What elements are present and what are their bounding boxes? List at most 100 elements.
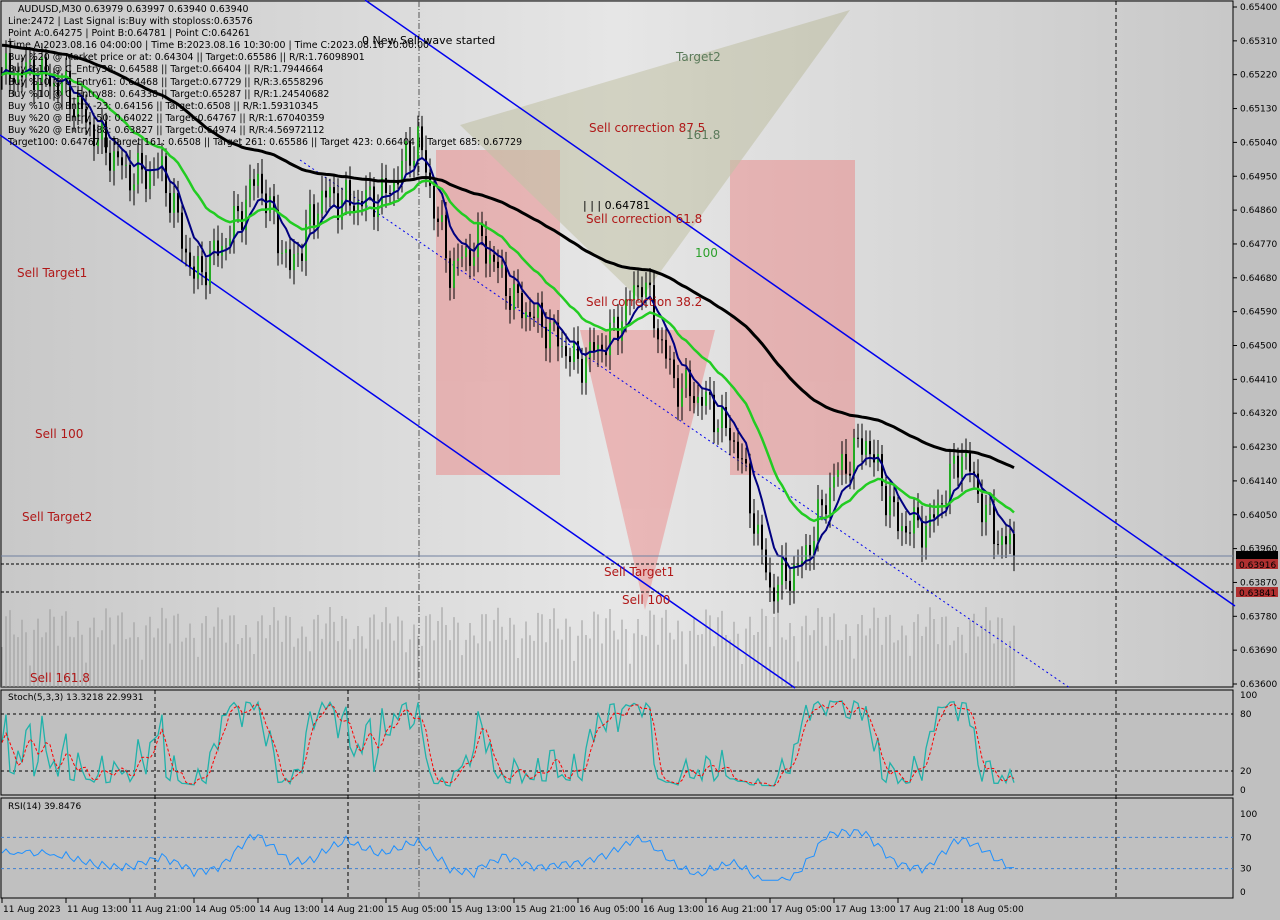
candle-body [649,282,651,286]
candle-body [901,526,903,532]
candle-body [849,473,851,476]
chart-annotation: Sell 161.8 [30,671,90,685]
candle-body [81,95,83,109]
candle-body [653,285,655,329]
candle-body [521,293,523,319]
x-tick-label: 16 Aug 13:00 [643,905,704,915]
candle-body [541,302,543,327]
y-tick-label: 0.65220 [1240,71,1277,81]
candle-body [757,524,759,534]
candle-body [101,121,103,140]
candle-body [185,248,187,253]
candle-body [9,53,11,79]
candle-body [709,391,711,395]
x-tick-label: 17 Aug 13:00 [835,905,896,915]
candle-body [765,549,767,573]
candle-body [933,514,935,518]
candle-body [693,396,695,403]
candle-body [577,341,579,359]
candle-body [297,253,299,255]
candle-body [973,471,975,474]
stoch-tick: 0 [1240,786,1246,796]
candle-body [493,254,495,262]
candle-body [961,456,963,478]
candle-body [953,455,955,464]
candle-body [573,341,575,362]
candle-body [769,572,771,588]
candle-body [217,240,219,256]
candle-body [197,256,199,279]
candle-body [365,189,367,207]
rsi-tick: 100 [1240,810,1257,820]
y-tick-label: 0.64680 [1240,274,1277,284]
candle-body [449,258,451,288]
candle-body [913,507,915,534]
candle-body [169,193,171,213]
candle-body [113,151,115,171]
candle-body [329,187,331,198]
candle-body [349,180,351,206]
candle-body [25,62,27,78]
rsi-label: RSI(14) 39.8476 [8,802,82,812]
candle-body [209,250,211,286]
candle-body [957,455,959,478]
y-tick-label: 0.64500 [1240,342,1277,352]
info-line: Buy %20 @ Entry -50: 0.64022 || Target:0… [8,112,325,124]
candle-body [277,209,279,254]
candle-body [37,82,39,91]
candle-body [97,139,99,147]
candle-body [565,346,567,357]
candle-body [593,342,595,353]
candle-body [45,57,47,76]
candle-body [773,587,775,602]
candle-body [985,504,987,523]
info-line: Buy %20 @ Entry -88: 0.63827 || Target:0… [8,124,325,136]
candle-body [125,164,127,166]
candle-body [553,322,555,324]
candle-body [785,557,787,581]
candle-body [921,520,923,548]
candle-body [605,350,607,356]
candle-body [105,121,107,153]
candle-body [697,396,699,403]
y-tick-label: 0.65310 [1240,37,1277,47]
candle-body [469,247,471,266]
candle-body [977,473,979,494]
candle-body [1009,533,1011,545]
channel-mid [299,159,1071,689]
candle-body [417,126,419,161]
candle-body [661,339,663,341]
candle-body [965,453,967,457]
candle-body [501,264,503,269]
candle-body [265,193,267,214]
x-tick-label: 16 Aug 21:00 [707,905,768,915]
candle-body [489,254,491,264]
y-tick-label: 0.64230 [1240,443,1277,453]
info-line: Buy %10 @ Entry -23: 0.64156 || Target:0… [8,100,319,112]
candle-body [733,440,735,442]
candle-body [377,205,379,217]
y-tick-label: 0.63960 [1240,545,1277,555]
candle-body [793,564,795,591]
candle-body [641,287,643,298]
y-tick-label: 0.64050 [1240,511,1277,521]
candle-body [969,453,971,472]
candle-body [437,218,439,222]
y-tick-label: 0.63780 [1240,612,1277,622]
candle-body [809,545,811,557]
candle-body [313,204,315,226]
candle-body [13,78,15,83]
y-tick-label: 0.64950 [1240,172,1277,182]
x-tick-label: 14 Aug 13:00 [259,905,320,915]
candle-body [337,193,339,220]
candle-body [85,108,87,123]
candle-body [309,204,311,225]
candle-body [705,391,707,406]
info-panel: AUDUSD,M30 0.63979 0.63997 0.63940 0.639… [8,4,522,149]
chart-annotation: Sell correction 87.5 [589,121,706,135]
candle-body [17,71,19,83]
candle-body [5,53,7,75]
candle-body [637,285,639,288]
candle-body [885,486,887,516]
x-tick-label: 14 Aug 21:00 [323,905,384,915]
